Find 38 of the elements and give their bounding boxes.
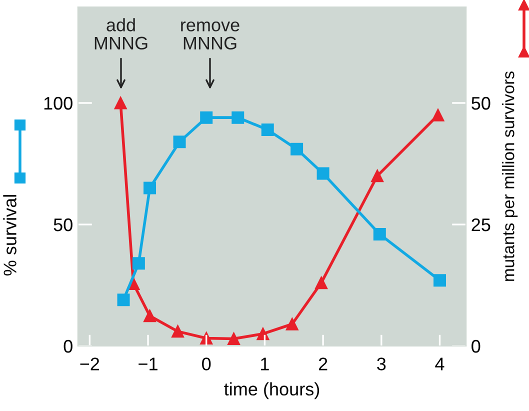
annotation: remove MNNG <box>181 22 240 50</box>
point <box>315 276 328 290</box>
y2-tick-label: 25 <box>472 218 490 232</box>
x-axis-title: time (hours) <box>224 382 320 400</box>
x-tick-label: 3 <box>377 358 386 370</box>
point <box>432 108 444 122</box>
x-tick-label: −2 <box>80 358 100 370</box>
y2-tick-label: 50 <box>472 96 490 110</box>
point <box>172 325 184 338</box>
point <box>117 294 130 306</box>
point <box>173 136 186 148</box>
point <box>371 170 384 182</box>
point <box>286 318 298 330</box>
point <box>228 332 240 345</box>
point <box>132 257 145 270</box>
point <box>232 111 244 124</box>
point <box>290 142 304 156</box>
y2-tick-label: 0 <box>472 340 480 353</box>
y2-axis-title: mutants per million survivors <box>502 72 518 281</box>
point <box>144 182 156 194</box>
point <box>373 228 386 240</box>
x-tick-label: 4 <box>435 358 444 370</box>
point <box>316 167 330 180</box>
point <box>144 310 156 322</box>
y-tick-label: 50 <box>54 218 72 232</box>
point <box>256 328 270 340</box>
y-tick-label: 100 <box>44 96 72 110</box>
point <box>200 111 213 124</box>
point <box>433 274 446 287</box>
point <box>261 123 274 136</box>
x-tick-label: 2 <box>318 358 328 370</box>
x-tick-label: −1 <box>138 358 158 370</box>
x-tick-label: 0 <box>202 358 211 370</box>
x-tick-label: 1 <box>261 358 269 370</box>
y-axis-title: % survival <box>3 195 16 276</box>
y-tick-label: 0 <box>64 340 72 353</box>
annotation: add MNNG <box>94 18 148 50</box>
point <box>114 96 127 110</box>
